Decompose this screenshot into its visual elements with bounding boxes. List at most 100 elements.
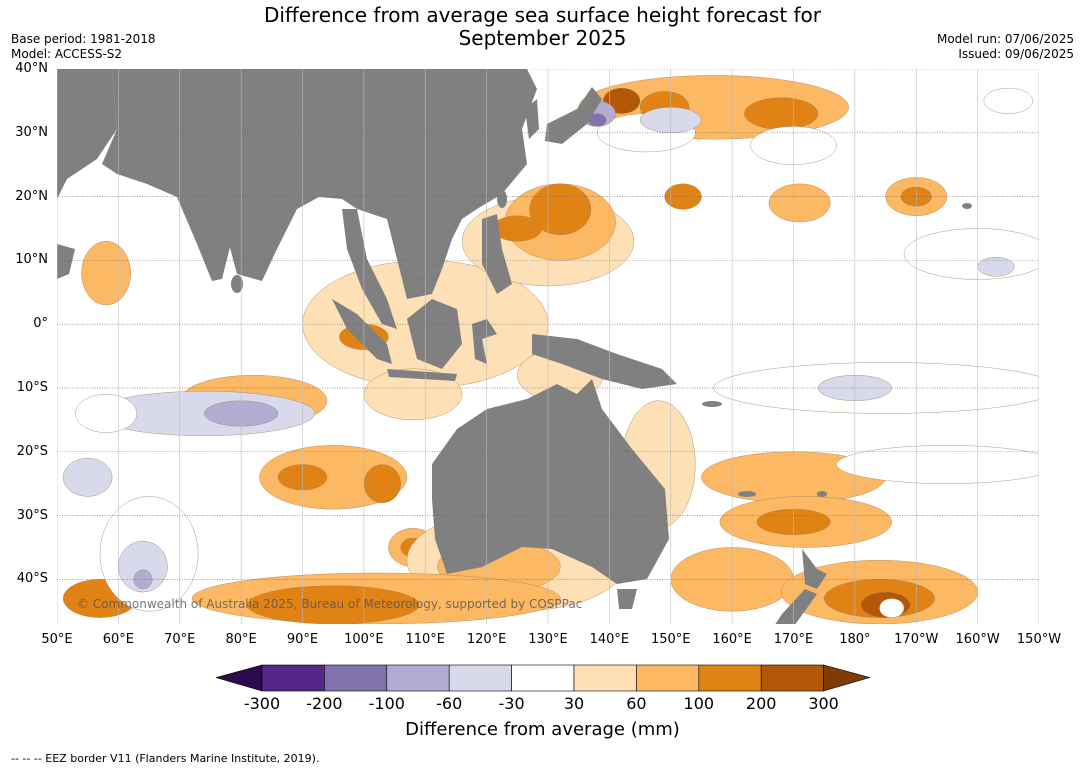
- anomaly-region-48: [977, 256, 1015, 277]
- colorbar-tick-label: 300: [808, 694, 839, 713]
- land-africa-horn: [57, 244, 75, 279]
- title-line-2: September 2025: [458, 26, 627, 50]
- lon-tick-label: 140°E: [589, 632, 630, 647]
- land-new-caledonia: [738, 491, 756, 497]
- land-new-zealand-north: [802, 549, 827, 589]
- colorbar-bin: [448, 664, 512, 692]
- lon-tick-label: 130°E: [528, 632, 568, 647]
- land-arabia: [57, 69, 117, 199]
- lon-tick-label: 80°E: [225, 632, 257, 647]
- anomaly-layer: [62, 75, 1039, 624]
- land-japan: [545, 87, 602, 144]
- colorbar-bin: [511, 664, 575, 692]
- colorbar-bin: [636, 664, 700, 692]
- lon-tick-label: 180°: [839, 632, 871, 647]
- lat-tick-label: 20°N: [15, 188, 48, 204]
- colorbar-tick-label: 200: [745, 694, 777, 713]
- colorbar-bin: [573, 664, 637, 692]
- anomaly-region-34: [879, 598, 905, 618]
- land-india: [177, 197, 232, 281]
- colorbar-tick-label: 100: [683, 694, 715, 713]
- anomaly-region-39: [75, 394, 137, 433]
- map-area: [57, 69, 1039, 624]
- land-borneo: [407, 299, 462, 369]
- anomaly-region-15: [768, 183, 831, 223]
- land-sri-lanka: [231, 275, 243, 293]
- lon-tick-label: 150°E: [650, 632, 691, 647]
- lon-tick-label: 150°W: [1016, 632, 1062, 647]
- meta-left: Base period: 1981-2018 Model: ACCESS-S2: [11, 32, 156, 62]
- land-new-zealand-south: [775, 589, 817, 624]
- graticule: [57, 69, 1039, 624]
- meta-right: Model run: 07/06/2025 Issued: 09/06/2025: [937, 32, 1074, 62]
- land-hawaii: [962, 203, 972, 209]
- map-title: Difference from average sea surface heig…: [0, 4, 1085, 50]
- land-australia: [432, 379, 669, 584]
- colorbar-bin: [324, 664, 388, 692]
- issued-date: Issued: 09/06/2025: [958, 47, 1074, 61]
- colorbar-tick-label: -100: [368, 694, 405, 713]
- colorbar-under-arrow: [216, 664, 263, 692]
- colorbar-tick-label: -300: [243, 694, 281, 713]
- lon-tick-label: 120°E: [466, 632, 507, 647]
- lat-tick-label: 20°S: [16, 443, 48, 459]
- lat-tick-label: 40°N: [15, 61, 48, 76]
- lat-tick-label: 30°S: [16, 507, 48, 523]
- land-solomon: [702, 401, 722, 407]
- lon-tick-label: 110°E: [405, 632, 446, 647]
- title-line-1: Difference from average sea surface heig…: [263, 3, 822, 27]
- colorbar-bin: [261, 664, 325, 692]
- colorbar: [216, 664, 870, 692]
- model-name: Model: ACCESS-S2: [11, 47, 123, 61]
- land-korea: [525, 99, 539, 139]
- land-sulawesi: [472, 319, 497, 364]
- anomaly-region-0: [81, 241, 131, 306]
- anomaly-region-19: [363, 464, 401, 503]
- land-java: [387, 369, 457, 381]
- anomaly-region-49: [983, 87, 1034, 114]
- colorbar-tick-label: 60: [626, 694, 647, 713]
- lon-tick-label: 100°E: [344, 632, 384, 647]
- land-sumatra: [332, 299, 392, 364]
- base-period: Base period: 1981-2018: [11, 32, 156, 46]
- lon-tick-label: 60°E: [102, 632, 134, 647]
- colorbar-over-arrow: [823, 664, 870, 692]
- lat-tick-label: 10°S: [16, 379, 48, 395]
- colorbar-tick-label: -30: [498, 694, 525, 713]
- lon-tick-label: 70°E: [164, 632, 196, 647]
- colorbar-tick-label: -200: [306, 694, 343, 713]
- lat-tick-label: 30°N: [15, 124, 48, 140]
- land-tasmania: [617, 589, 637, 609]
- colorbar-bin: [760, 664, 824, 692]
- anomaly-region-43: [62, 457, 113, 497]
- lon-tick-label: 50°E: [41, 632, 73, 647]
- lon-tick-label: 90°E: [286, 632, 319, 647]
- anomaly-region-11: [744, 97, 819, 130]
- lon-tick-label: 170°W: [894, 632, 939, 647]
- land-taiwan: [497, 190, 507, 208]
- colorbar-bin: [698, 664, 762, 692]
- land-fiji: [817, 491, 827, 497]
- footnote: -- -- -- EEZ border V11 (Flanders Marine…: [11, 752, 320, 765]
- lat-tick-label: 0°: [33, 316, 48, 332]
- colorbar-bin: [386, 664, 450, 692]
- lon-tick-label: 160°W: [955, 632, 1000, 647]
- land-philippines: [482, 214, 512, 294]
- land-malay: [342, 209, 397, 329]
- anomaly-region-47: [903, 228, 1039, 280]
- map-canvas: [57, 69, 1039, 624]
- land-asia-mainland: [102, 69, 537, 281]
- colorbar-tick-label: -60: [436, 694, 463, 713]
- lon-tick-label: 170°E: [773, 632, 814, 647]
- land-indochina: [397, 259, 442, 299]
- lon-tick-label: 160°E: [712, 632, 752, 647]
- lat-tick-label: 10°N: [15, 252, 48, 268]
- colorbar-title: Difference from average (mm): [405, 719, 680, 740]
- lat-tick-label: 40°S: [16, 571, 48, 587]
- copyright-notice: © Commonwealth of Australia 2025, Bureau…: [77, 597, 583, 611]
- anomaly-region-46: [836, 445, 1039, 484]
- colorbar-tick-label: 30: [563, 694, 585, 713]
- land-layer: [57, 69, 972, 624]
- land-new-guinea: [532, 334, 677, 389]
- model-run: Model run: 07/06/2025: [936, 32, 1074, 46]
